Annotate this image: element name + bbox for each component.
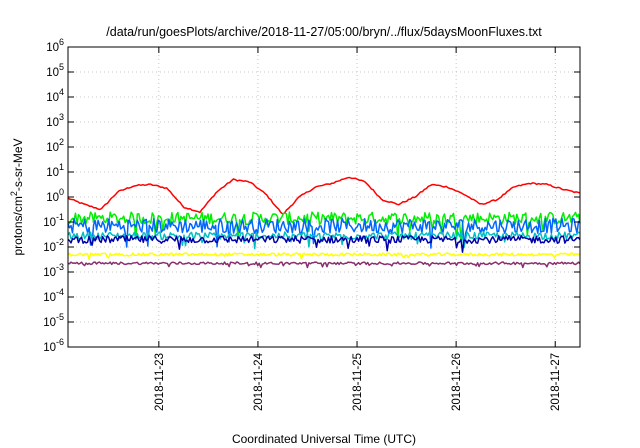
- x-axis-label: Coordinated Universal Time (UTC): [232, 432, 416, 446]
- flux-series-line-3: [67, 217, 581, 249]
- y-tick-label: 106: [46, 37, 64, 54]
- y-axis-label: protons/cm2-s-sr-MeV: [9, 138, 25, 255]
- y-tick-label: 105: [46, 62, 64, 79]
- y-tick-label: 102: [46, 137, 64, 154]
- x-tick-label: 2018-11-24: [253, 352, 265, 411]
- flux-series-line-5: [67, 235, 581, 253]
- y-tick-label: 103: [46, 112, 64, 129]
- flux-series-line-2: [67, 211, 581, 241]
- y-tick-label: 10-1: [43, 212, 64, 229]
- y-tick-label: 10-2: [43, 237, 64, 254]
- chart-title: /data/run/goesPlots/archive/2018-11-27/0…: [106, 25, 542, 39]
- y-tick-label: 10-5: [43, 312, 64, 329]
- x-axis: 2018-11-23 2018-11-24 2018-11-25 2018-11-26…: [154, 47, 562, 411]
- x-tick-label: 2018-11-25: [352, 353, 364, 411]
- y-tick-label: 104: [46, 87, 64, 104]
- y-tick-label: 10-6: [43, 337, 64, 354]
- y-tick-label: 10-4: [43, 287, 64, 304]
- flux-series-line-7: [67, 261, 581, 269]
- flux-series-line-4: [67, 231, 581, 250]
- x-tick-label: 2018-11-27: [550, 353, 562, 411]
- x-tick-label: 2018-11-26: [451, 353, 463, 411]
- grid-lines: [68, 47, 580, 347]
- flux-series-line-1: [67, 176, 581, 215]
- x-tick-label: 2018-11-23: [154, 353, 166, 411]
- y-axis: 10-6 10-5 10-4 10-3 10-2 10-1 100 101 102 103 104 1…: [43, 37, 580, 354]
- y-tick-label: 101: [46, 162, 64, 179]
- y-tick-label: 100: [46, 187, 64, 204]
- y-tick-label: 10-3: [43, 262, 64, 279]
- data-series-group: [67, 176, 581, 269]
- flux-series-line-6: [67, 252, 581, 261]
